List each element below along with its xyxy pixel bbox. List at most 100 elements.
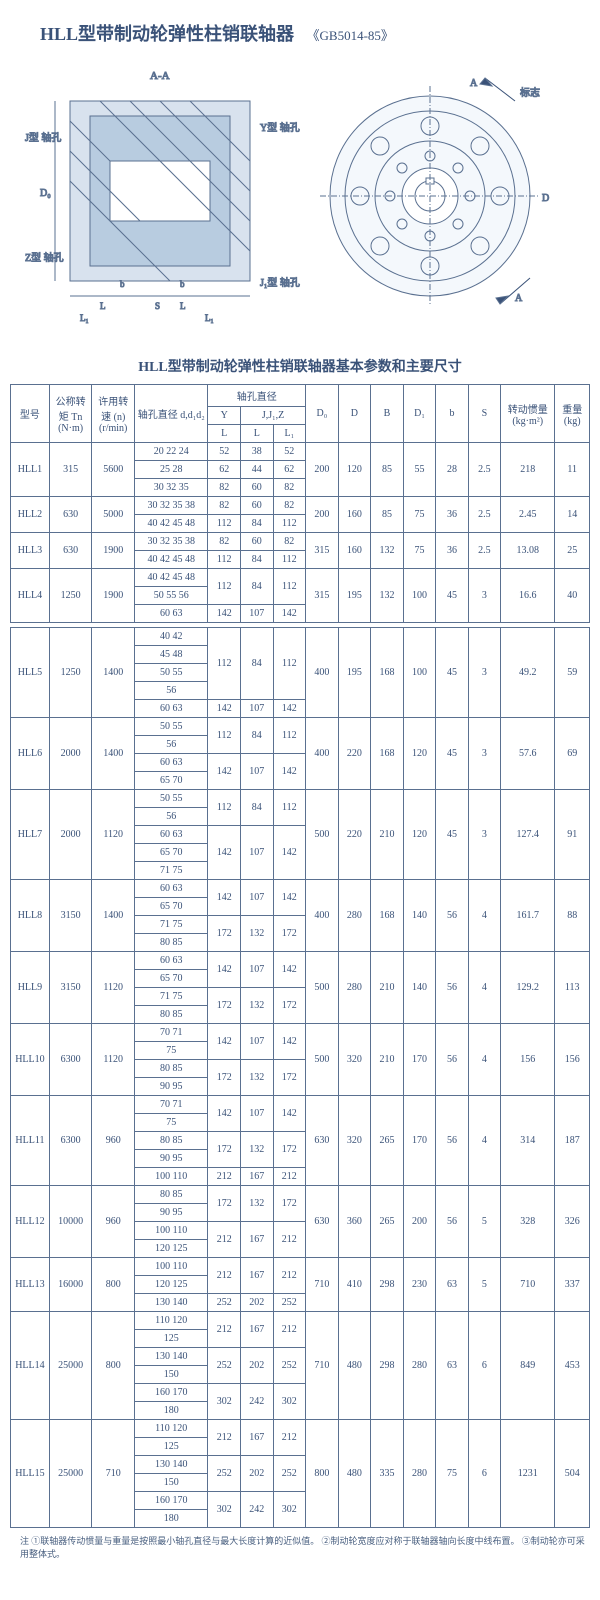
cell-l: 302 (273, 1492, 306, 1528)
cell-bore: 100 110 (135, 1258, 208, 1276)
hdr-d0: D₀ (306, 385, 339, 443)
cell-s: 3 (468, 790, 500, 880)
cell-bore: 110 120 (135, 1420, 208, 1438)
cell-d0: 710 (306, 1312, 339, 1420)
cell-inertia: 314 (501, 1096, 555, 1186)
cell-B: 298 (371, 1312, 404, 1420)
cell-n: 1400 (92, 880, 135, 952)
cell-l: 142 (273, 1024, 306, 1060)
cell-inertia: 1231 (501, 1420, 555, 1528)
cell-model: HLL5 (11, 628, 50, 718)
cell-l: 112 (208, 718, 241, 754)
cell-bore: 80 85 (135, 1186, 208, 1204)
cell-s: 4 (468, 1096, 500, 1186)
cell-l: 302 (273, 1384, 306, 1420)
table-row: HLL83150140060 6314210714240028016814056… (11, 880, 590, 898)
cell-inertia: 127.4 (501, 790, 555, 880)
cell-l: 142 (208, 1024, 241, 1060)
hdr-d1: D₁ (403, 385, 436, 443)
cell-B: 265 (371, 1186, 404, 1258)
table-subtitle: HLL型带制动轮弹性柱销联轴器基本参数和主要尺寸 (10, 356, 590, 376)
cell-tn: 315 (49, 443, 92, 497)
standard-ref: 《GB5014-85》 (307, 28, 394, 43)
cell-d1: 280 (403, 1420, 436, 1528)
cell-inertia: 16.6 (501, 569, 555, 623)
cell-l: 212 (273, 1258, 306, 1294)
title-text: HLL型带制动轮弹性柱销联轴器 (40, 24, 294, 44)
cell-l: 82 (208, 479, 241, 497)
cell-tn: 1250 (49, 569, 92, 623)
cell-d0: 500 (306, 790, 339, 880)
cell-bore: 70 71 (135, 1024, 208, 1042)
cell-d0: 500 (306, 952, 339, 1024)
cell-bore: 60 63 (135, 754, 208, 772)
cell-d1: 170 (403, 1096, 436, 1186)
cell-l: 44 (240, 461, 273, 479)
table-row: HLL62000140050 5511284112400220168120453… (11, 718, 590, 736)
hdr-bore: 轴孔直径 d,d₁d₂ (135, 385, 208, 443)
cell-l: 212 (208, 1312, 241, 1348)
cell-B: 265 (371, 1096, 404, 1186)
cell-l: 84 (240, 790, 273, 826)
table-row: HLL72000112050 5511284112500220210120453… (11, 790, 590, 808)
svg-text:L₁: L₁ (205, 313, 214, 323)
cell-bore: 40 42 45 48 (135, 515, 208, 533)
hdr-lj: L (240, 425, 273, 443)
cell-bore: 65 70 (135, 898, 208, 916)
hdr-bore-dia: 轴孔直径 (208, 385, 306, 407)
cell-l: 142 (273, 880, 306, 916)
cell-bore: 25 28 (135, 461, 208, 479)
hdr-tn: 公称转矩 Tn (N·m) (49, 385, 92, 443)
cell-model: HLL13 (11, 1258, 50, 1312)
table-row: HLL1425000800110 12021216721271048029828… (11, 1312, 590, 1330)
cell-b: 56 (436, 880, 468, 952)
cell-b: 56 (436, 952, 468, 1024)
svg-text:J型 轴孔: J型 轴孔 (25, 131, 61, 144)
cell-n: 1120 (92, 1024, 135, 1096)
cell-l: 84 (240, 551, 273, 569)
cell-bore: 70 71 (135, 1096, 208, 1114)
cell-d1: 120 (403, 718, 436, 790)
cell-l: 62 (208, 461, 241, 479)
cell-inertia: 57.6 (501, 718, 555, 790)
table-row: HLL1315560020 22 245238522001208555282.5… (11, 443, 590, 461)
table-row: HLL11630096070 7114210714263032026517056… (11, 1096, 590, 1114)
cell-l: 112 (273, 628, 306, 700)
cell-model: HLL14 (11, 1312, 50, 1420)
cell-bore: 120 125 (135, 1240, 208, 1258)
cell-l: 112 (273, 790, 306, 826)
cell-l: 112 (208, 551, 241, 569)
cell-tn: 6300 (49, 1024, 92, 1096)
cell-d: 360 (338, 1186, 371, 1258)
cell-tn: 1250 (49, 628, 92, 718)
cell-l: 212 (208, 1222, 241, 1258)
cell-l: 167 (240, 1222, 273, 1258)
hdr-model: 型号 (11, 385, 50, 443)
cell-b: 36 (436, 533, 468, 569)
svg-text:标志: 标志 (520, 86, 540, 99)
cell-b: 56 (436, 1186, 468, 1258)
cell-B: 132 (371, 569, 404, 623)
cell-inertia: 328 (501, 1186, 555, 1258)
cell-n: 1900 (92, 569, 135, 623)
cell-d0: 500 (306, 1024, 339, 1096)
cell-d1: 200 (403, 1186, 436, 1258)
cell-wt: 504 (555, 1420, 590, 1528)
cell-l: 252 (208, 1456, 241, 1492)
cell-n: 1400 (92, 628, 135, 718)
cell-l: 202 (240, 1348, 273, 1384)
cell-n: 1900 (92, 533, 135, 569)
cell-l: 142 (208, 700, 241, 718)
cell-B: 210 (371, 790, 404, 880)
cell-d0: 800 (306, 1420, 339, 1528)
cell-b: 63 (436, 1312, 468, 1420)
cell-l: 252 (273, 1456, 306, 1492)
hdr-y: Y (208, 407, 241, 425)
cell-wt: 88 (555, 880, 590, 952)
cell-l: 167 (240, 1258, 273, 1294)
cell-inertia: 129.2 (501, 952, 555, 1024)
footnote: 注 ①联轴器传动惯量与重量是按照最小轴孔直径与最大长度计算的近似值。 ②制动轮宽… (10, 1534, 590, 1560)
cell-bore: 125 (135, 1438, 208, 1456)
cell-tn: 3150 (49, 952, 92, 1024)
svg-text:A: A (470, 78, 478, 89)
